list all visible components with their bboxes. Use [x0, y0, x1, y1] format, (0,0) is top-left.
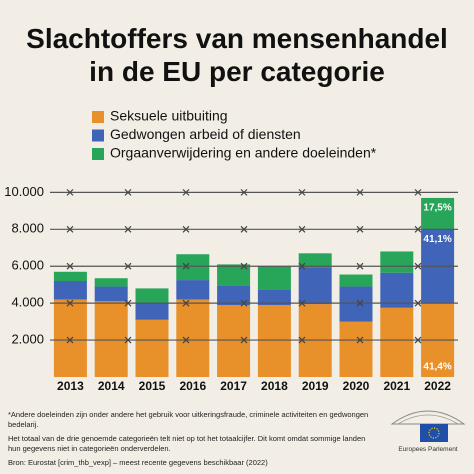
bar-segment — [53, 299, 87, 377]
x-tick-label: 2020 — [343, 379, 370, 393]
bar-segment — [339, 321, 373, 377]
barb — [124, 188, 132, 196]
bar-segment — [298, 267, 332, 305]
barb — [356, 336, 364, 344]
barb — [356, 225, 364, 233]
bar-segment — [176, 254, 210, 281]
barb — [298, 299, 306, 307]
bar-segment — [135, 288, 169, 304]
barb — [240, 188, 248, 196]
barb — [182, 262, 190, 270]
x-tick-label: 2013 — [57, 379, 84, 393]
bar-segment — [94, 278, 128, 287]
barb — [356, 188, 364, 196]
bar-segment — [339, 286, 373, 322]
barb — [298, 262, 306, 270]
y-tick-label: 10.000 — [4, 184, 44, 199]
barb — [240, 336, 248, 344]
bar-segment — [217, 264, 251, 286]
barb — [414, 188, 422, 196]
bar-segment — [176, 280, 210, 300]
barb — [66, 336, 74, 344]
barb — [66, 262, 74, 270]
x-tick-label: 2021 — [383, 379, 410, 393]
chart-title: Slachtoffers van mensenhandel in de EU p… — [26, 23, 448, 87]
barb — [240, 225, 248, 233]
x-tick-label: 2015 — [139, 379, 166, 393]
bar-segment — [257, 289, 291, 305]
barb — [182, 299, 190, 307]
barb — [66, 299, 74, 307]
y-tick-label: 4.000 — [11, 295, 44, 310]
barb — [414, 336, 422, 344]
source: Bron: Eurostat [crim_thb_vexp] – meest r… — [8, 458, 268, 467]
bar-segment — [135, 303, 169, 320]
barb — [240, 262, 248, 270]
barb — [298, 188, 306, 196]
bar-segment — [176, 299, 210, 377]
bar-segment — [94, 301, 128, 377]
logo-text: Europees Parlement — [398, 446, 458, 453]
bar-segment — [380, 272, 414, 308]
bar-segment — [421, 197, 455, 230]
barb — [414, 262, 422, 270]
bar-segment — [53, 271, 87, 281]
legend-label: Seksuele uitbuiting — [110, 108, 228, 124]
x-tick-label: 2018 — [261, 379, 288, 393]
y-tick-label: 6.000 — [11, 258, 44, 273]
legend-label: Gedwongen arbeid of diensten — [110, 126, 301, 142]
annotation: 41,4% — [423, 362, 451, 373]
bar-segment — [380, 307, 414, 377]
legend-swatch — [92, 129, 104, 142]
annotation: 41,1% — [423, 234, 451, 245]
bar-segment — [339, 274, 373, 287]
bar-segment — [53, 281, 87, 300]
barb — [298, 225, 306, 233]
x-tick-label: 2014 — [98, 379, 125, 393]
x-tick-label: 2016 — [179, 379, 206, 393]
barb — [414, 299, 422, 307]
barb — [124, 225, 132, 233]
y-tick-label: 8.000 — [11, 221, 44, 236]
bar-segment — [94, 286, 128, 302]
bar-segment — [257, 305, 291, 377]
legend-label: Orgaanverwijdering en andere doeleinden* — [110, 145, 377, 161]
barb — [356, 299, 364, 307]
footnote: Het totaal van de drie genoemde categori… — [8, 434, 366, 453]
bar-segment — [298, 253, 332, 268]
footnote: *Andere doeleinden zijn onder andere het… — [8, 410, 369, 429]
barb — [182, 225, 190, 233]
barb — [298, 336, 306, 344]
barb — [182, 188, 190, 196]
barb — [124, 299, 132, 307]
annotation: 17,5% — [423, 203, 451, 214]
legend-swatch — [92, 111, 104, 123]
barb — [124, 336, 132, 344]
barb — [66, 188, 74, 196]
barb — [124, 262, 132, 270]
x-tick-label: 2017 — [220, 379, 247, 393]
legend-swatch — [92, 148, 104, 160]
barb — [240, 299, 248, 307]
bar-segment — [380, 251, 414, 273]
bar-segment — [257, 266, 291, 290]
barb — [356, 262, 364, 270]
barb — [66, 225, 74, 233]
x-tick-label: 2022 — [424, 379, 451, 393]
barb — [182, 336, 190, 344]
eu-logo — [390, 410, 466, 442]
y-tick-label: 2.000 — [11, 332, 44, 347]
bar-segment — [217, 285, 251, 305]
barb — [414, 225, 422, 233]
x-tick-label: 2019 — [302, 379, 329, 393]
bar-segment — [135, 319, 169, 377]
